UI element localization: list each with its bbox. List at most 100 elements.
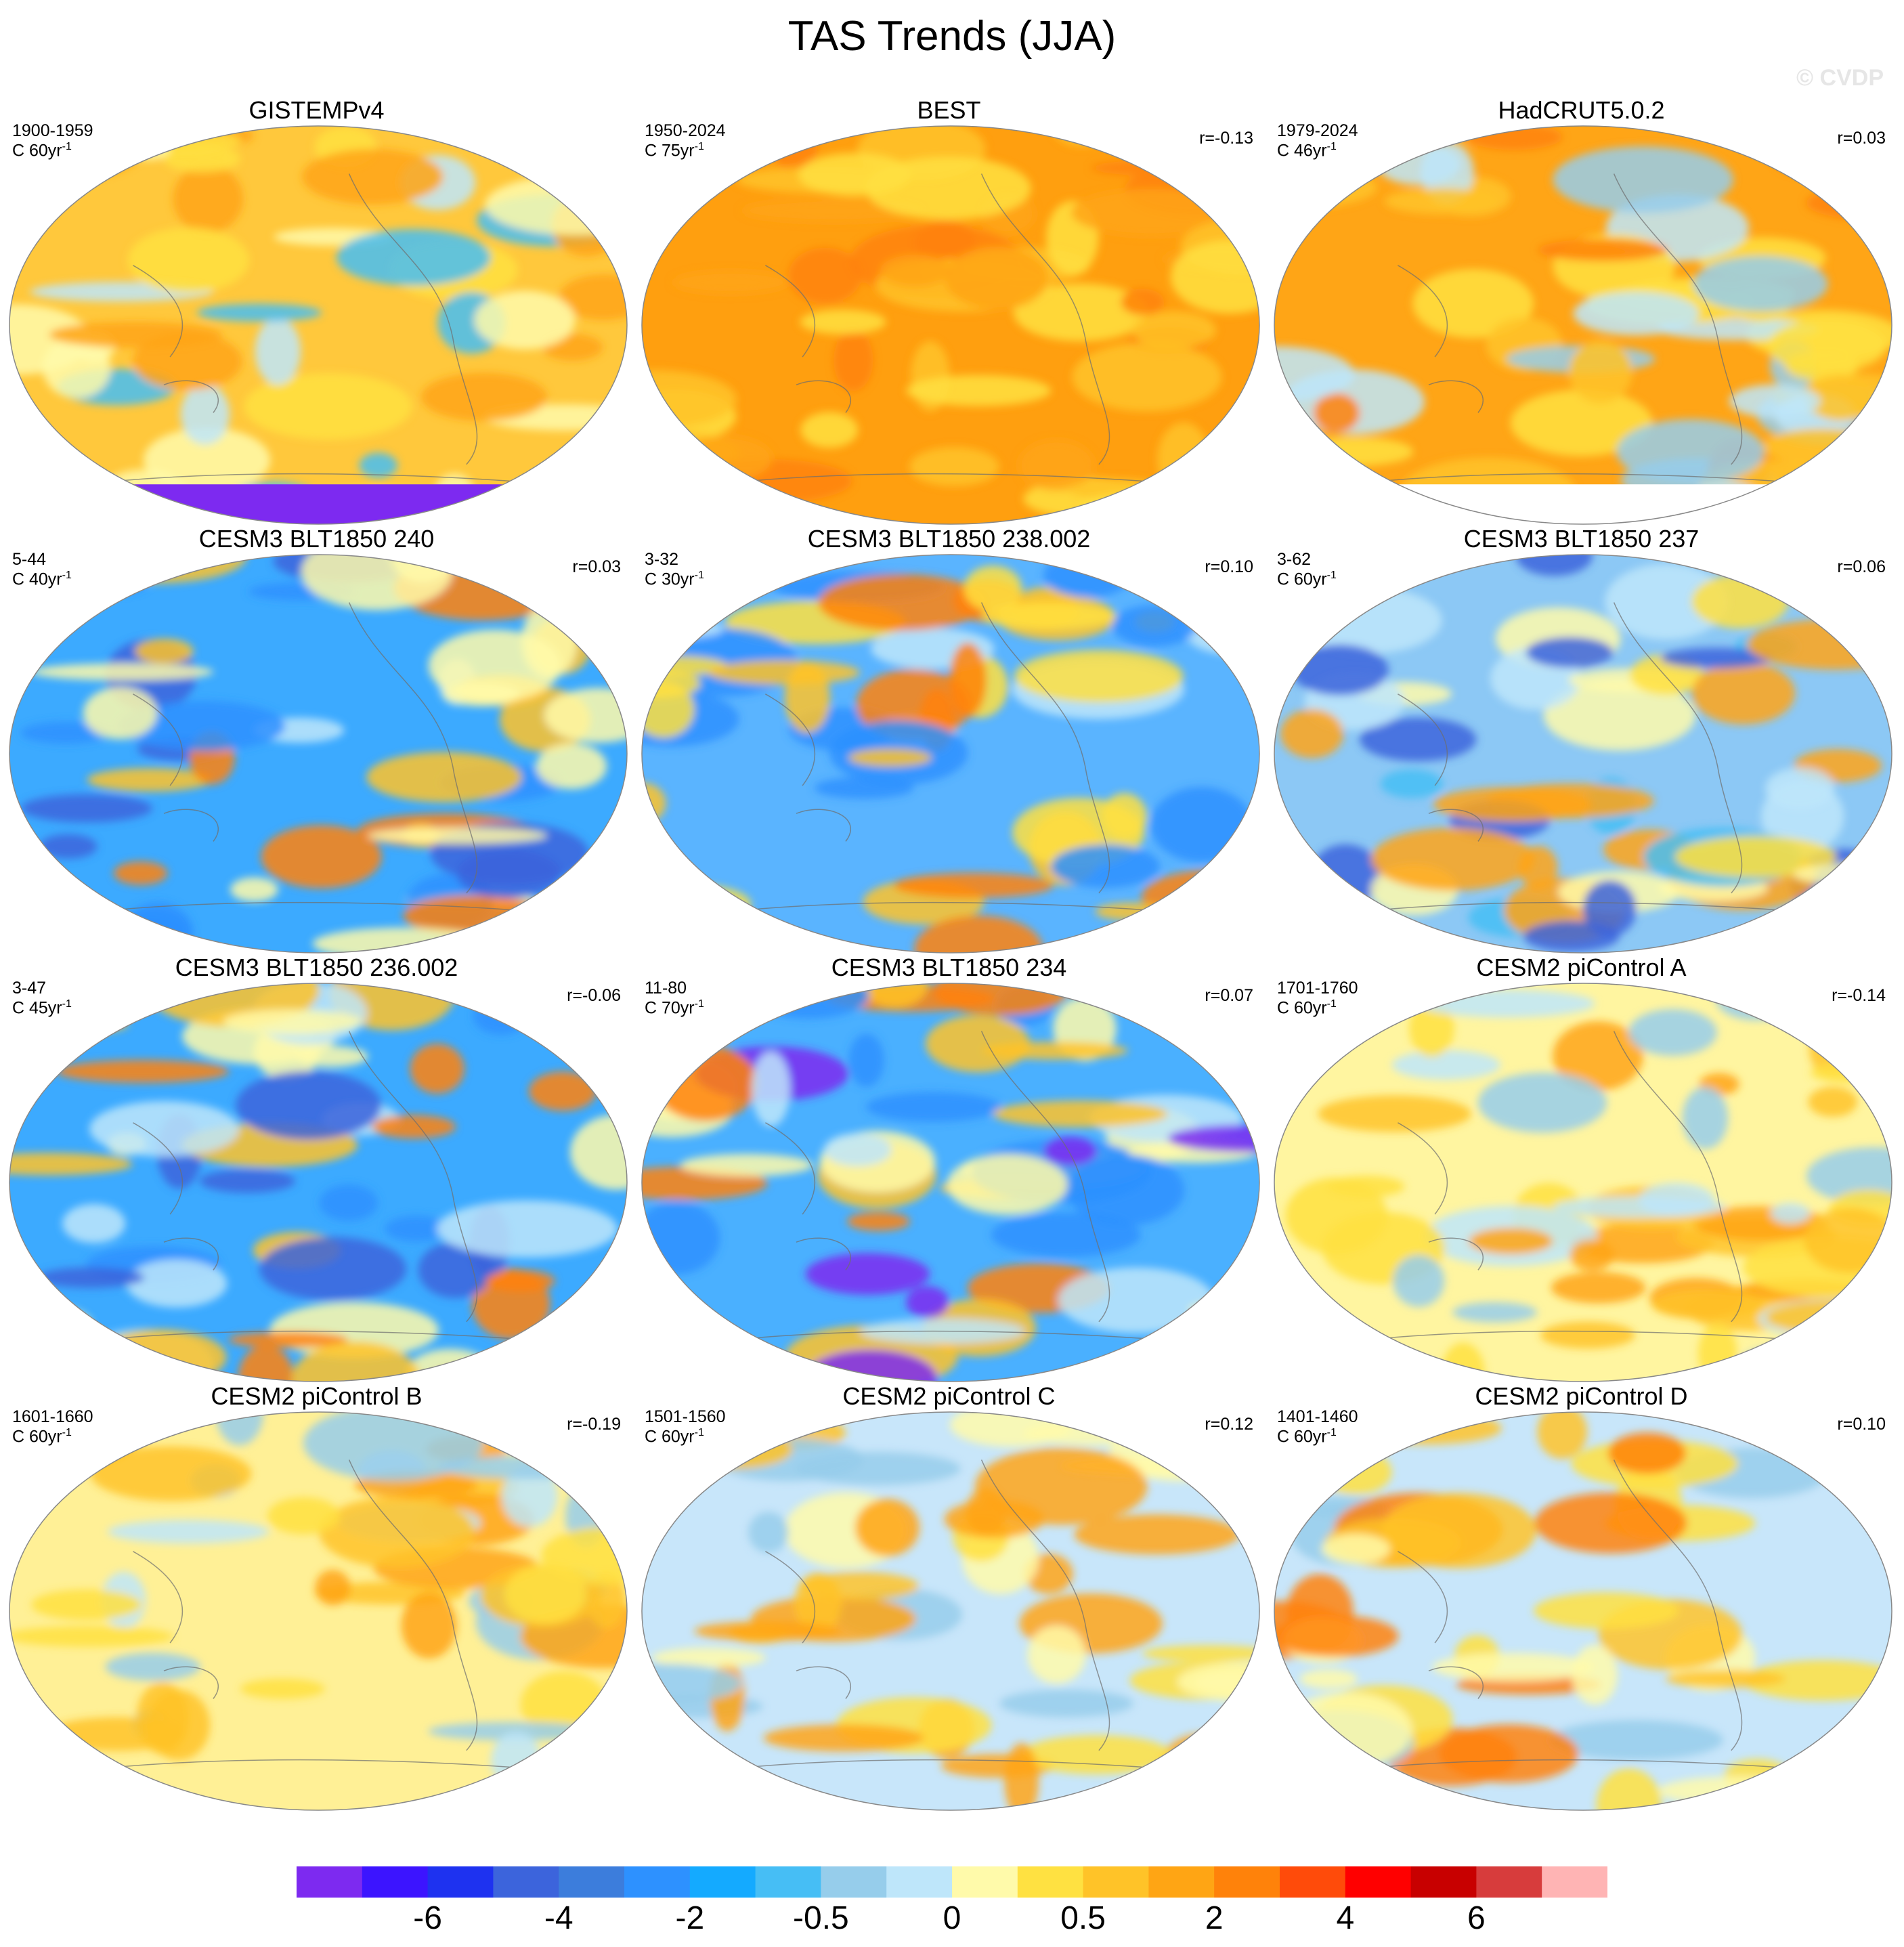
anomaly-patch — [1160, 1733, 1253, 1797]
anomaly-patch — [1537, 1412, 1588, 1459]
panel-title: BEST — [917, 96, 981, 124]
anomaly-patch — [1549, 1719, 1723, 1760]
anomaly-patch — [794, 1572, 842, 1633]
map-border — [1274, 983, 1892, 1382]
anomaly-patch — [1660, 647, 1773, 669]
anomaly-patch — [372, 1115, 456, 1139]
coastline — [1348, 1031, 1818, 1342]
colorbar-tick-label: 4 — [1336, 1900, 1355, 1936]
anomaly-patch — [1291, 644, 1389, 696]
colorbar-swatch — [1280, 1866, 1346, 1898]
panel-units: C 45yr-1 — [12, 998, 72, 1018]
units-exponent: -1 — [1326, 1427, 1337, 1438]
anomaly-patch — [1477, 1072, 1607, 1133]
anomaly-patch — [1074, 1514, 1240, 1555]
map-panel: CESM2 piControl A 1701-1760 C 60yr-1 r=-0.1… — [1265, 954, 1898, 1387]
colorbar-tick-label: -0.5 — [793, 1900, 849, 1936]
coastline — [716, 173, 1186, 485]
anomaly-patch — [1157, 423, 1210, 496]
anomaly-patch — [1439, 1724, 1579, 1783]
colorbar-swatch — [1542, 1866, 1607, 1898]
units-text: C 75yr — [645, 141, 695, 161]
anomaly-patch — [127, 227, 250, 293]
map-panel: CESM3 BLT1850 238.002 3-32 C 30yr-1 r=0.10 — [632, 525, 1265, 958]
panel-title: HadCRUT5.0.2 — [1498, 96, 1665, 124]
anomaly-patch — [1299, 1669, 1358, 1689]
anomaly-patch — [147, 1690, 211, 1761]
anomaly-patch — [366, 752, 522, 803]
anomaly-patch — [336, 229, 491, 286]
anomaly-patch — [798, 152, 911, 196]
anomaly-patch — [173, 165, 244, 234]
anomaly-patch — [536, 743, 607, 790]
anomaly-patch — [94, 1329, 227, 1382]
units-exponent: -1 — [694, 141, 704, 152]
anomaly-patch — [1616, 419, 1765, 484]
units-text: C 46yr — [1277, 141, 1327, 161]
anomaly-patch — [982, 1042, 1128, 1060]
anomaly-patch — [1091, 159, 1249, 177]
anomaly-patch — [708, 660, 861, 685]
anomaly-patch — [238, 1345, 294, 1382]
units-text: C 40yr — [12, 570, 62, 589]
anomaly-patch — [1274, 475, 1333, 505]
anomaly-patch — [642, 916, 762, 941]
anomaly-patch — [1412, 269, 1534, 339]
map-panel: CESM2 piControl C 1501-1560 C 60yr-1 r=0.12 — [632, 1382, 1265, 1816]
colorbar-swatch — [886, 1866, 953, 1898]
anomaly-patch — [1691, 662, 1796, 725]
anomaly-patch — [1170, 240, 1259, 314]
anomaly-patch — [1573, 291, 1700, 336]
panel-units: C 60yr-1 — [12, 1427, 72, 1447]
colorbar-swatch — [755, 1866, 821, 1898]
coastline — [83, 602, 553, 914]
anomaly-patch — [1639, 1182, 1714, 1217]
anomaly-patch — [1806, 1147, 1892, 1205]
colorbar-tick-label: -6 — [413, 1900, 442, 1936]
map-border — [641, 983, 1260, 1382]
anomaly-patch — [848, 748, 932, 767]
anomaly-patch — [56, 1060, 230, 1083]
anomaly-patch — [1167, 1124, 1259, 1153]
colorbar-tick-label: -4 — [544, 1900, 574, 1936]
anomaly-patch — [1693, 255, 1828, 312]
anomaly-patch — [642, 1738, 667, 1775]
map-border — [9, 125, 628, 525]
anomaly-patch — [748, 1512, 789, 1553]
colorbar-swatch — [821, 1866, 887, 1898]
anomaly-patch — [87, 768, 212, 792]
anomaly-patch — [1051, 844, 1160, 889]
anomaly-patch — [9, 1153, 133, 1176]
anomaly-patch — [1806, 375, 1875, 421]
anomaly-patch — [880, 254, 951, 286]
units-text: C 60yr — [12, 1427, 62, 1447]
colorbar-swatch — [427, 1866, 494, 1898]
anomaly-patch — [89, 572, 148, 594]
colorbar-swatch — [624, 1866, 691, 1898]
map-border — [9, 983, 628, 1382]
anomaly-patch — [45, 1772, 84, 1810]
anomaly-patch — [456, 849, 561, 899]
panel-units: C 60yr-1 — [1277, 1427, 1337, 1447]
anomaly-patch — [1825, 1430, 1892, 1472]
anomaly-patch — [303, 1412, 483, 1481]
map-panel: HadCRUT5.0.2 1979-2024 C 46yr-1 r=0.03 — [1265, 96, 1898, 530]
anomaly-patch — [894, 872, 1054, 899]
anomaly-patch — [541, 1526, 627, 1585]
map-panel: GISTEMPv4 1900-1959 C 60yr-1 — [0, 96, 633, 530]
map-panel: CESM3 BLT1850 240 5-44 C 40yr-1 r=0.03 — [0, 525, 633, 958]
units-text: C 60yr — [12, 141, 62, 161]
coastline — [1348, 1459, 1818, 1771]
anomaly-patch — [1377, 144, 1461, 186]
anomaly-patch — [653, 1045, 758, 1121]
anomaly-patch — [1553, 1021, 1643, 1091]
panel-period: 3-62 — [1277, 550, 1312, 569]
anomaly-patch — [1409, 1000, 1454, 1057]
anomaly-patch — [1543, 679, 1696, 751]
panel-period: 11-80 — [645, 979, 687, 998]
anomaly-patch — [784, 662, 830, 733]
colorbar-tick-label: 0.5 — [1060, 1900, 1106, 1936]
map-border — [1274, 554, 1892, 954]
anomaly-patch — [1716, 983, 1797, 1021]
panel-units: C 30yr-1 — [645, 570, 704, 589]
